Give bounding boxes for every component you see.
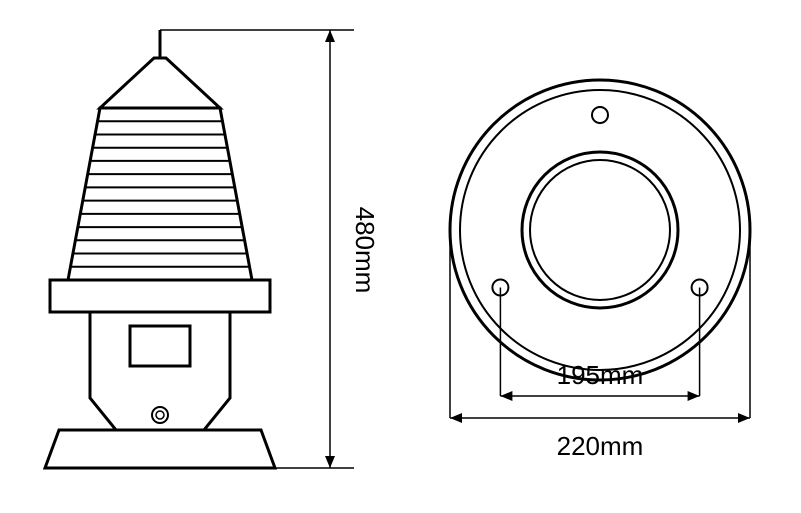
outer-dia-label: 220mm (557, 431, 644, 461)
height-label: 480mm (350, 207, 380, 294)
top-view: 195mm 220mm (450, 80, 750, 461)
side-view: 480mm (45, 30, 380, 468)
mount-hole (592, 107, 608, 123)
bolt-circle-label: 195mm (557, 360, 644, 390)
